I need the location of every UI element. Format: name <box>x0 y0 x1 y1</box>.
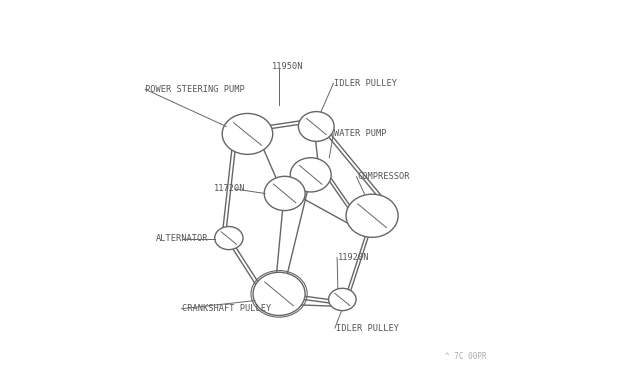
Text: COMPRESSOR: COMPRESSOR <box>357 172 410 181</box>
Text: ALTERNATOR: ALTERNATOR <box>156 234 209 243</box>
Text: ^ 7C 00PR: ^ 7C 00PR <box>445 352 486 361</box>
Ellipse shape <box>328 288 356 311</box>
Ellipse shape <box>215 227 243 250</box>
Text: 11920N: 11920N <box>338 253 369 262</box>
Text: IDLER PULLEY: IDLER PULLEY <box>334 79 397 88</box>
Ellipse shape <box>222 113 273 154</box>
Ellipse shape <box>346 194 398 237</box>
Text: POWER STEERING PUMP: POWER STEERING PUMP <box>145 85 245 94</box>
Text: CRANKSHAFT PULLEY: CRANKSHAFT PULLEY <box>182 304 271 313</box>
Text: WATER PUMP: WATER PUMP <box>334 129 387 138</box>
Text: 11950N: 11950N <box>271 62 303 71</box>
Ellipse shape <box>290 158 331 192</box>
Ellipse shape <box>253 272 305 315</box>
Ellipse shape <box>264 176 305 211</box>
Text: IDLER PULLEY: IDLER PULLEY <box>335 324 399 333</box>
Ellipse shape <box>298 112 334 141</box>
Text: 11720N: 11720N <box>214 185 246 193</box>
